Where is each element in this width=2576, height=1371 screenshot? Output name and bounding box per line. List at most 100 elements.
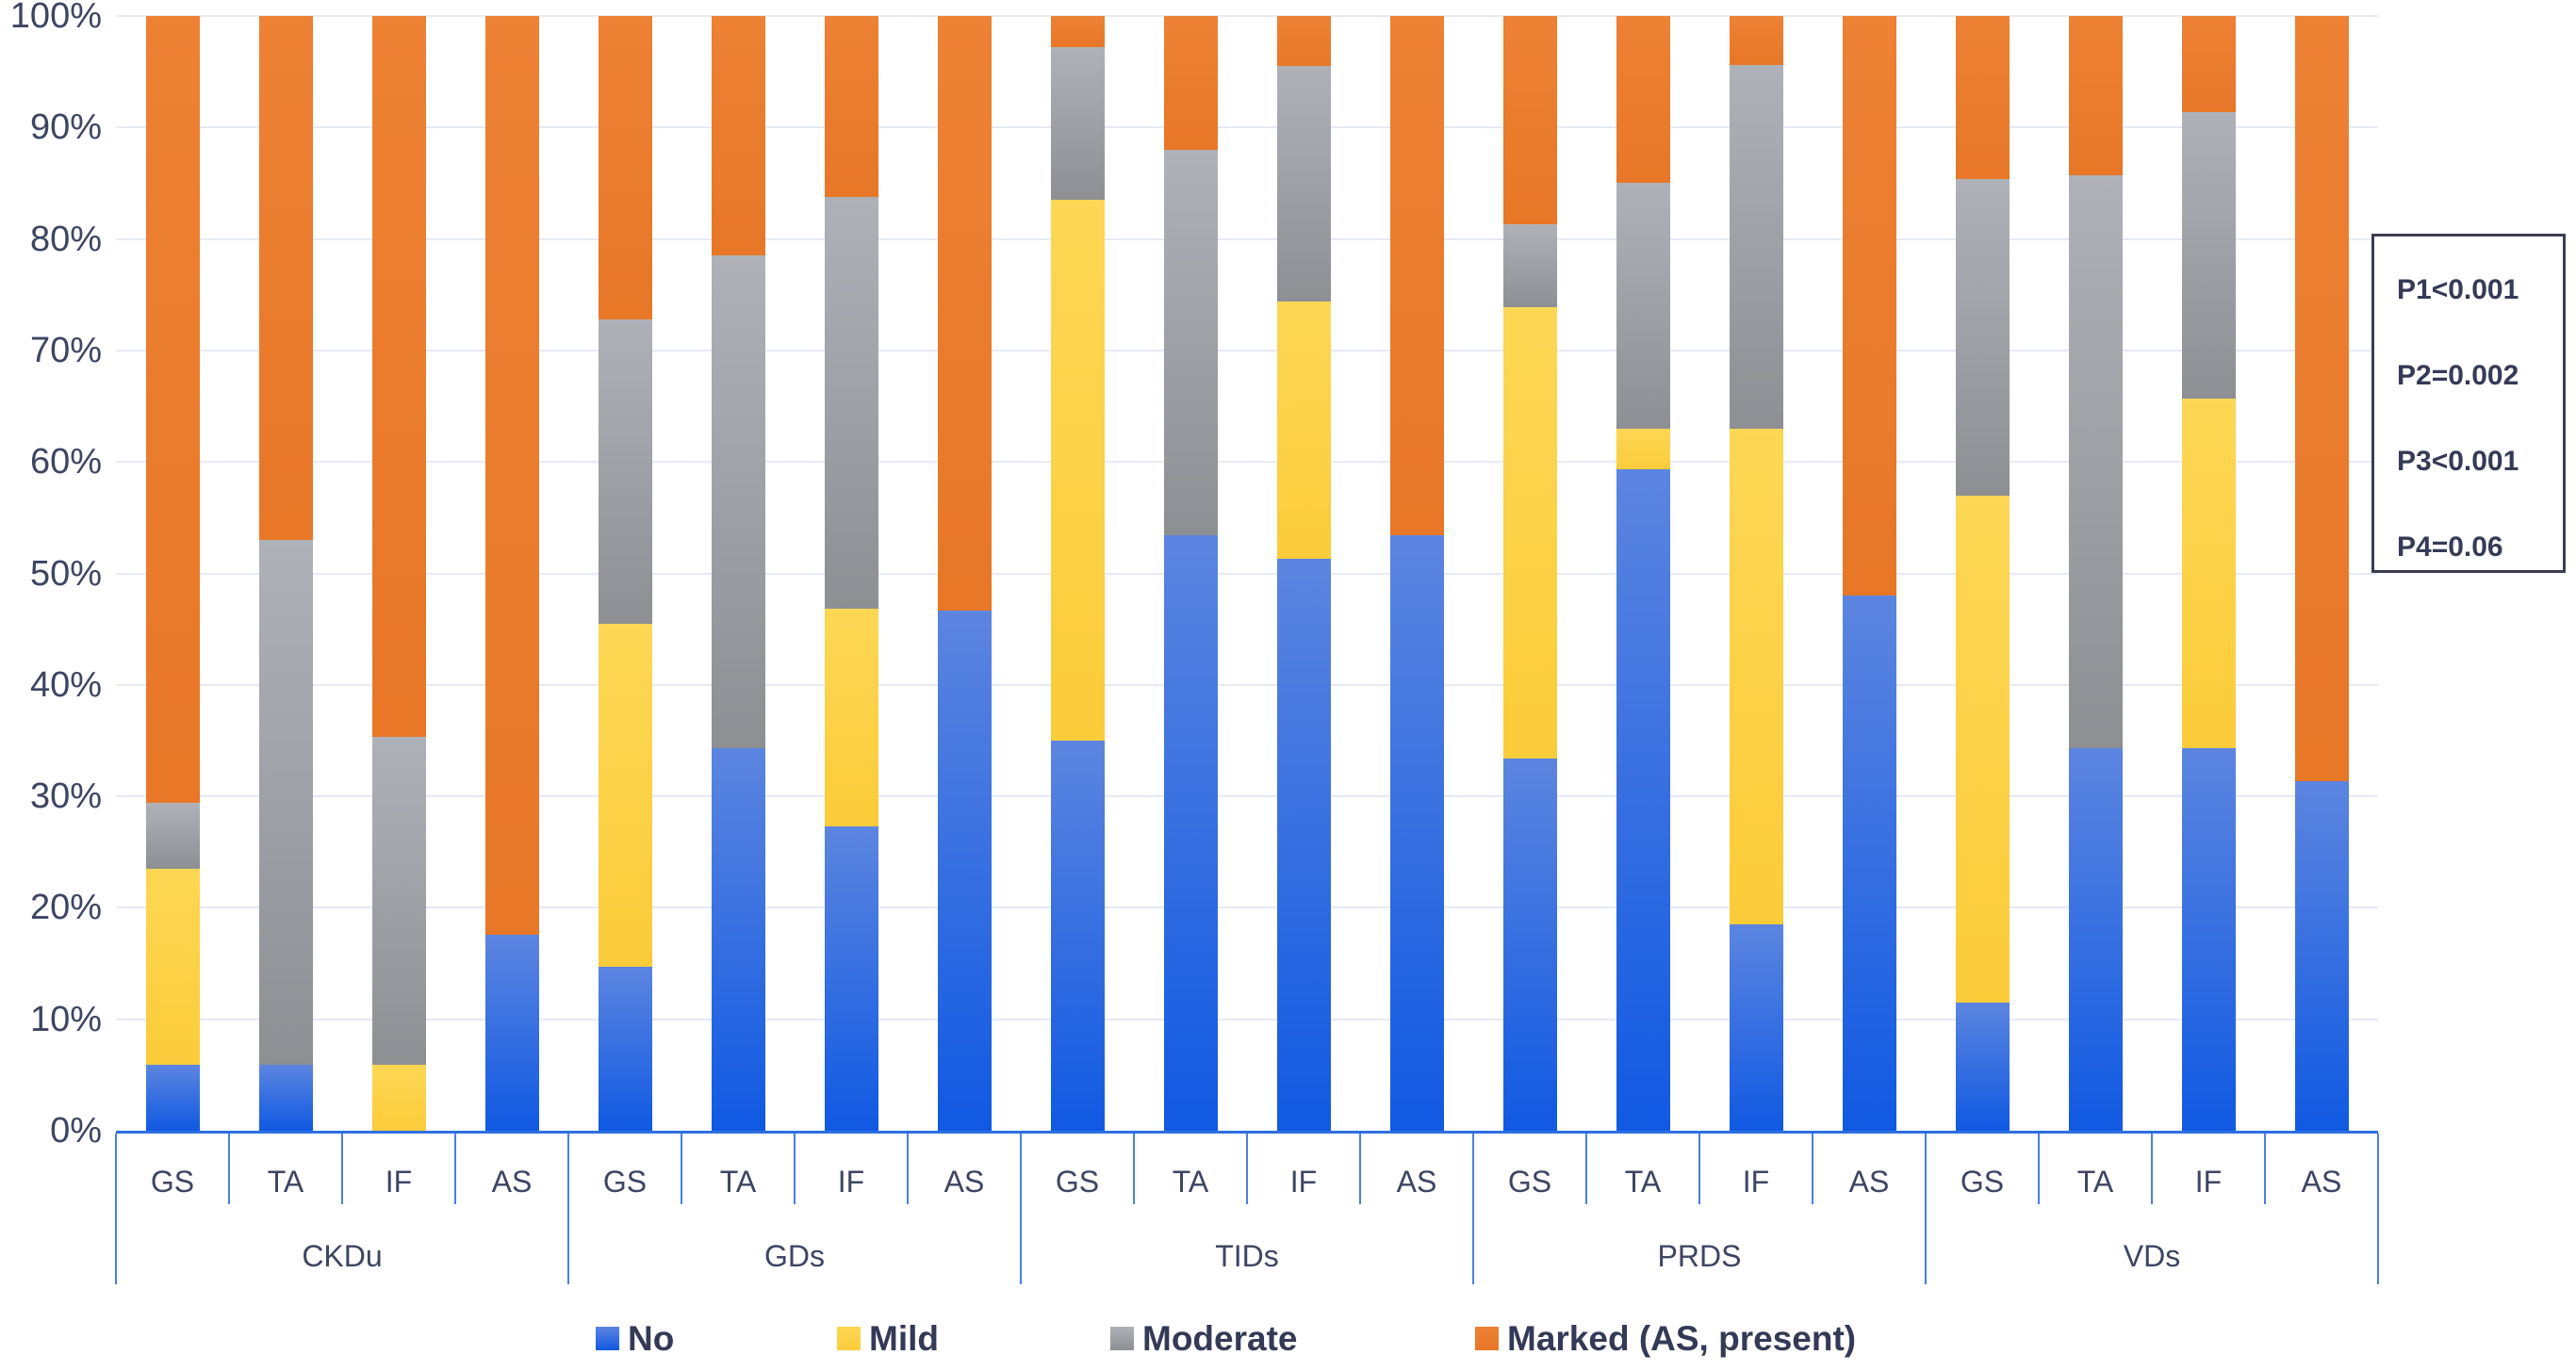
bar-ckdu-if bbox=[371, 16, 426, 1131]
bar-prds-if bbox=[1729, 16, 1783, 1131]
x-category-label: GS bbox=[1507, 1165, 1552, 1199]
bar-segment-mild bbox=[1502, 306, 1557, 759]
group-separator-tick bbox=[1020, 1134, 1022, 1284]
group-separator-tick bbox=[115, 1134, 117, 1284]
bar-segment-no bbox=[484, 934, 539, 1131]
x-group-label-ckdu: CKDu bbox=[302, 1239, 383, 1273]
x-group-label-vds: VDs bbox=[2123, 1239, 2181, 1273]
y-axis-tick-label: 20% bbox=[29, 888, 102, 928]
category-tick bbox=[1246, 1134, 1248, 1204]
x-group-label-prds: PRDS bbox=[1657, 1239, 1742, 1273]
category-tick bbox=[1698, 1134, 1700, 1204]
x-category-label: AS bbox=[491, 1165, 533, 1199]
x-category-label: IF bbox=[1742, 1165, 1770, 1199]
bar-segment-marked--as--present- bbox=[2181, 16, 2236, 112]
y-axis-tick-label: 90% bbox=[29, 107, 102, 148]
category-tick bbox=[454, 1134, 456, 1204]
legend-item-no: No bbox=[596, 1321, 674, 1356]
bar-segment-no bbox=[1502, 758, 1557, 1131]
bar-segment-moderate bbox=[598, 318, 652, 624]
bar-segment-no bbox=[258, 1065, 313, 1131]
gridline bbox=[116, 906, 2378, 909]
bar-ckdu-as bbox=[484, 16, 539, 1131]
gridline bbox=[116, 795, 2378, 798]
bar-segment-moderate bbox=[711, 255, 765, 749]
bar-segment-mild bbox=[1276, 301, 1331, 560]
bar-segment-moderate bbox=[2181, 111, 2236, 399]
p-value-line: P1<0.001 bbox=[2397, 274, 2519, 305]
legend-label: Moderate bbox=[1142, 1319, 1298, 1358]
bar-segment-no bbox=[1955, 1002, 2010, 1131]
category-tick bbox=[794, 1134, 796, 1204]
bar-gds-as bbox=[937, 16, 992, 1131]
legend-swatch-icon bbox=[1475, 1327, 1499, 1350]
bar-segment-no bbox=[145, 1065, 200, 1131]
bar-segment-no bbox=[2181, 748, 2236, 1131]
bar-segment-moderate bbox=[1502, 224, 1557, 307]
bar-segment-no bbox=[1276, 559, 1331, 1131]
bar-segment-marked--as--present- bbox=[2294, 16, 2349, 781]
bar-segment-marked--as--present- bbox=[145, 16, 200, 804]
bar-segment-moderate bbox=[2068, 175, 2123, 749]
bar-segment-marked--as--present- bbox=[1276, 16, 1331, 67]
plot-area bbox=[116, 15, 2378, 1134]
bar-segment-no bbox=[1389, 535, 1444, 1131]
group-separator-tick bbox=[1925, 1134, 1927, 1284]
bar-segment-marked--as--present- bbox=[1729, 16, 1783, 66]
bar-segment-moderate bbox=[1050, 47, 1105, 201]
y-axis-tick-label: 100% bbox=[9, 0, 102, 36]
group-separator-tick bbox=[1472, 1134, 1474, 1284]
x-category-label: TA bbox=[1624, 1165, 1662, 1199]
y-axis-tick-label: 60% bbox=[29, 442, 102, 482]
bar-segment-marked--as--present- bbox=[824, 16, 878, 197]
category-tick bbox=[1812, 1134, 1813, 1204]
bar-gds-ta bbox=[711, 16, 765, 1131]
p-value-line: P3<0.001 bbox=[2397, 446, 2519, 477]
bar-segment-marked--as--present- bbox=[2068, 16, 2123, 176]
bar-segment-mild bbox=[824, 609, 878, 827]
bar-segment-moderate bbox=[258, 540, 313, 1066]
bar-segment-moderate bbox=[1729, 65, 1783, 429]
bar-segment-no bbox=[1163, 535, 1218, 1131]
bar-segment-no bbox=[2294, 780, 2349, 1131]
bar-segment-marked--as--present- bbox=[1163, 16, 1218, 150]
bar-segment-marked--as--present- bbox=[1502, 16, 1557, 225]
legend-label: Mild bbox=[869, 1319, 939, 1358]
category-tick bbox=[1133, 1134, 1135, 1204]
y-axis-tick-label: 80% bbox=[29, 219, 102, 259]
bar-segment-marked--as--present- bbox=[1616, 16, 1670, 184]
p-value-line: P4=0.06 bbox=[2397, 531, 2503, 563]
x-category-label: TA bbox=[2076, 1165, 2114, 1199]
gridline bbox=[116, 1018, 2378, 1020]
bar-gds-if bbox=[824, 16, 878, 1131]
gridline bbox=[116, 461, 2378, 464]
bar-vds-ta bbox=[2068, 16, 2123, 1131]
bar-segment-moderate bbox=[1955, 178, 2010, 496]
p-value-line: P2=0.002 bbox=[2397, 360, 2519, 391]
category-tick bbox=[228, 1134, 230, 1204]
category-tick bbox=[1585, 1134, 1587, 1204]
y-axis-tick-label: 40% bbox=[29, 664, 102, 705]
x-category-label: AS bbox=[943, 1165, 985, 1199]
bar-vds-gs bbox=[1955, 16, 2010, 1131]
x-group-label-tids: TIDs bbox=[1215, 1239, 1279, 1273]
group-separator-tick bbox=[567, 1134, 569, 1284]
bar-segment-mild bbox=[145, 869, 200, 1066]
x-category-label: AS bbox=[2301, 1165, 2342, 1199]
category-tick bbox=[341, 1134, 343, 1204]
legend-item-mild: Mild bbox=[837, 1321, 939, 1356]
bar-tids-as bbox=[1389, 16, 1444, 1131]
bar-segment-mild bbox=[371, 1065, 426, 1131]
bar-segment-marked--as--present- bbox=[258, 16, 313, 541]
x-category-label: GS bbox=[150, 1165, 195, 1199]
bar-segment-marked--as--present- bbox=[1955, 16, 2010, 179]
bar-segment-no bbox=[824, 826, 878, 1131]
gridline bbox=[116, 15, 2378, 17]
bar-ckdu-ta bbox=[258, 16, 313, 1131]
bar-segment-no bbox=[711, 748, 765, 1131]
bar-ckdu-gs bbox=[145, 16, 200, 1131]
x-category-label: AS bbox=[1848, 1165, 1890, 1199]
bar-segment-no bbox=[937, 610, 992, 1131]
bar-segment-marked--as--present- bbox=[711, 16, 765, 256]
y-axis-tick-label: 0% bbox=[50, 1111, 102, 1151]
